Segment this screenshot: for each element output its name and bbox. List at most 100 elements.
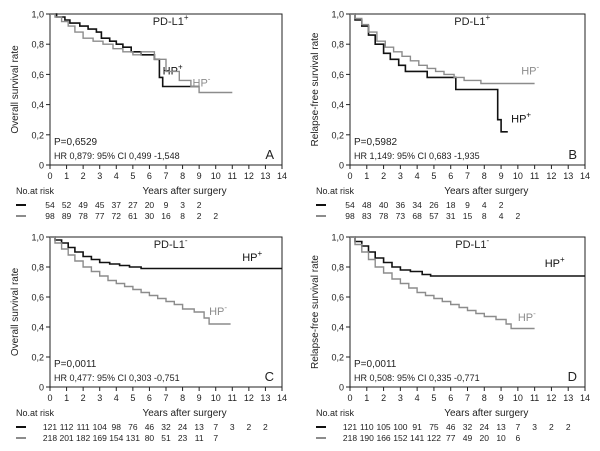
x-tick-label: 13 [260, 171, 270, 181]
panel-title: PD-L1+ [153, 13, 189, 28]
at-risk-count: 152 [393, 433, 407, 443]
at-risk-count: 104 [93, 422, 107, 432]
curve-label-hp-neg: HP- [518, 309, 536, 324]
at-risk-count: 7 [213, 422, 218, 432]
at-risk-count: 48 [362, 200, 372, 210]
km-panel-c: 00,20,40,60,81,00 1 2 3 4 5 6 7 8 9 10 11 12 13 14Over… [10, 233, 287, 444]
at-risk-count: 8 [482, 211, 487, 221]
at-risk-count: 11 [195, 433, 204, 443]
at-risk-count: 4 [499, 211, 504, 221]
at-risk-count: 73 [396, 211, 406, 221]
x-tick-label: 5 [431, 393, 436, 403]
at-risk-count: 23 [178, 433, 188, 443]
at-risk-count: 111 [77, 422, 90, 432]
x-tick-label: 6 [448, 393, 453, 403]
y-tick-label: 0,8 [331, 40, 344, 50]
at-risk-count: 31 [446, 211, 456, 221]
y-tick-label: 0 [339, 161, 344, 171]
at-risk-count: 122 [427, 433, 441, 443]
panel-letter: D [568, 369, 577, 384]
x-tick-label: 7 [465, 171, 470, 181]
x-tick-label: 6 [147, 171, 152, 181]
x-tick-label: 11 [530, 393, 539, 403]
y-tick-label: 0,2 [31, 130, 44, 140]
x-tick-label: 2 [81, 171, 86, 181]
at-risk-count: 182 [76, 433, 90, 443]
x-tick-label: 2 [381, 393, 386, 403]
y-tick-label: 1,0 [31, 233, 44, 243]
at-risk-count: 13 [194, 422, 204, 432]
x-tick-label: 0 [47, 171, 52, 181]
p-value: P=0,0011 [354, 359, 397, 370]
y-tick-label: 0,2 [331, 353, 344, 363]
at-risk-count: 15 [463, 211, 473, 221]
at-risk-count: 83 [362, 211, 372, 221]
x-tick-label: 6 [147, 393, 152, 403]
p-value: P=0,5982 [354, 137, 398, 148]
curve-label-hp-neg: HP- [209, 303, 227, 318]
x-tick-label: 4 [415, 393, 420, 403]
x-tick-label: 3 [97, 171, 102, 181]
km-panel-d: 00,20,40,60,81,00 1 2 3 4 5 6 7 8 9 10 11 12 13 14Rela… [310, 233, 590, 444]
at-risk-count: 201 [59, 433, 73, 443]
y-tick-label: 0,2 [331, 130, 344, 140]
y-tick-label: 0 [39, 383, 44, 393]
at-risk-count: 45 [95, 200, 105, 210]
y-tick-label: 0,8 [31, 40, 44, 50]
x-tick-label: 12 [244, 393, 254, 403]
x-tick-label: 9 [197, 393, 202, 403]
panel-title: PD-L1- [154, 236, 188, 251]
panel-letter: C [265, 369, 274, 384]
at-risk-count: 105 [376, 422, 390, 432]
at-risk-count: 2 [549, 422, 554, 432]
at-risk-count: 46 [446, 422, 456, 432]
at-risk-count: 2 [197, 211, 202, 221]
at-risk-count: 16 [161, 211, 171, 221]
at-risk-count: 10 [496, 433, 506, 443]
y-axis-label: Relapse-free survival rate [310, 255, 321, 369]
curve-label-hp-pos: HP+ [242, 249, 262, 264]
y-tick-label: 0,6 [31, 293, 44, 303]
curve-label-hp-neg: HP- [521, 62, 539, 77]
at-risk-count: 36 [396, 200, 406, 210]
at-risk-count: 77 [446, 433, 456, 443]
at-risk-count: 3 [230, 422, 235, 432]
x-tick-label: 9 [499, 171, 504, 181]
at-risk-count: 3 [532, 422, 537, 432]
x-tick-label: 14 [277, 171, 287, 181]
at-risk-count: 32 [161, 422, 171, 432]
x-tick-label: 3 [398, 393, 403, 403]
curve-label-hp-pos: HP+ [511, 111, 531, 126]
at-risk-count: 20 [480, 433, 490, 443]
at-risk-count: 9 [164, 200, 169, 210]
x-axis-label: Years after surgery [142, 186, 226, 197]
at-risk-count: 110 [360, 422, 374, 432]
km-curve-hp-neg [50, 237, 231, 324]
at-risk-count: 72 [112, 211, 122, 221]
x-tick-label: 12 [546, 171, 556, 181]
at-risk-count: 98 [45, 211, 55, 221]
at-risk-count: 2 [263, 422, 268, 432]
at-risk-count: 32 [463, 422, 473, 432]
at-risk-count: 24 [178, 422, 188, 432]
x-tick-label: 7 [163, 393, 168, 403]
at-risk-count: 8 [180, 211, 185, 221]
at-risk-count: 218 [43, 433, 57, 443]
x-tick-label: 0 [347, 171, 352, 181]
at-risk-count: 98 [345, 211, 355, 221]
x-tick-label: 12 [546, 393, 556, 403]
at-risk-count: 100 [393, 422, 407, 432]
hazard-ratio: HR 0,879: 95% CI 0,499 -1,548 [54, 151, 180, 161]
x-tick-label: 4 [114, 393, 119, 403]
x-tick-label: 8 [482, 393, 487, 403]
x-tick-label: 14 [580, 171, 590, 181]
x-tick-label: 9 [499, 393, 504, 403]
at-risk-count: 141 [410, 433, 424, 443]
hazard-ratio: HR 1,149: 95% CI 0,683 -1,935 [354, 151, 480, 161]
at-risk-count: 49 [463, 433, 473, 443]
y-tick-label: 0 [339, 383, 344, 393]
x-tick-label: 14 [277, 393, 287, 403]
y-tick-label: 0,4 [331, 100, 344, 110]
x-axis-label: Years after surgery [444, 186, 528, 197]
y-tick-label: 0,8 [31, 263, 44, 273]
